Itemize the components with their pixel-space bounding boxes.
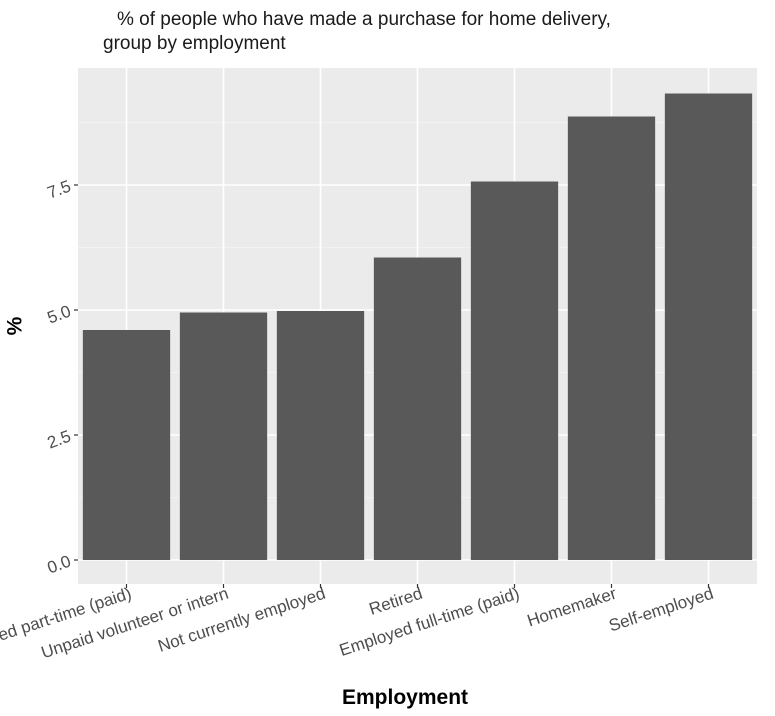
chart-subtitle: group by employment (103, 33, 286, 54)
y-tick-label: 5.0 (45, 302, 74, 328)
y-tick-label: 7.5 (45, 177, 74, 203)
bar (567, 116, 656, 560)
x-axis-title: Employment (342, 686, 469, 709)
bar (179, 312, 268, 560)
x-tick-label: Homemaker (525, 584, 619, 631)
bar (276, 311, 365, 560)
y-tick-label: 0.0 (45, 552, 74, 578)
bar (470, 181, 559, 560)
bar (373, 257, 462, 560)
x-tick-label: Not currently employed (156, 584, 328, 656)
bar (664, 93, 753, 560)
x-tick-label: Self-employed (607, 584, 716, 636)
bar (82, 330, 171, 560)
chart-title: % of people who have made a purchase for… (117, 9, 611, 30)
x-tick-label: Retired (367, 584, 425, 619)
y-axis-title: % (3, 316, 27, 336)
y-tick-label: 2.5 (45, 427, 74, 453)
x-tick-label: Employed full-time (paid) (337, 584, 522, 660)
